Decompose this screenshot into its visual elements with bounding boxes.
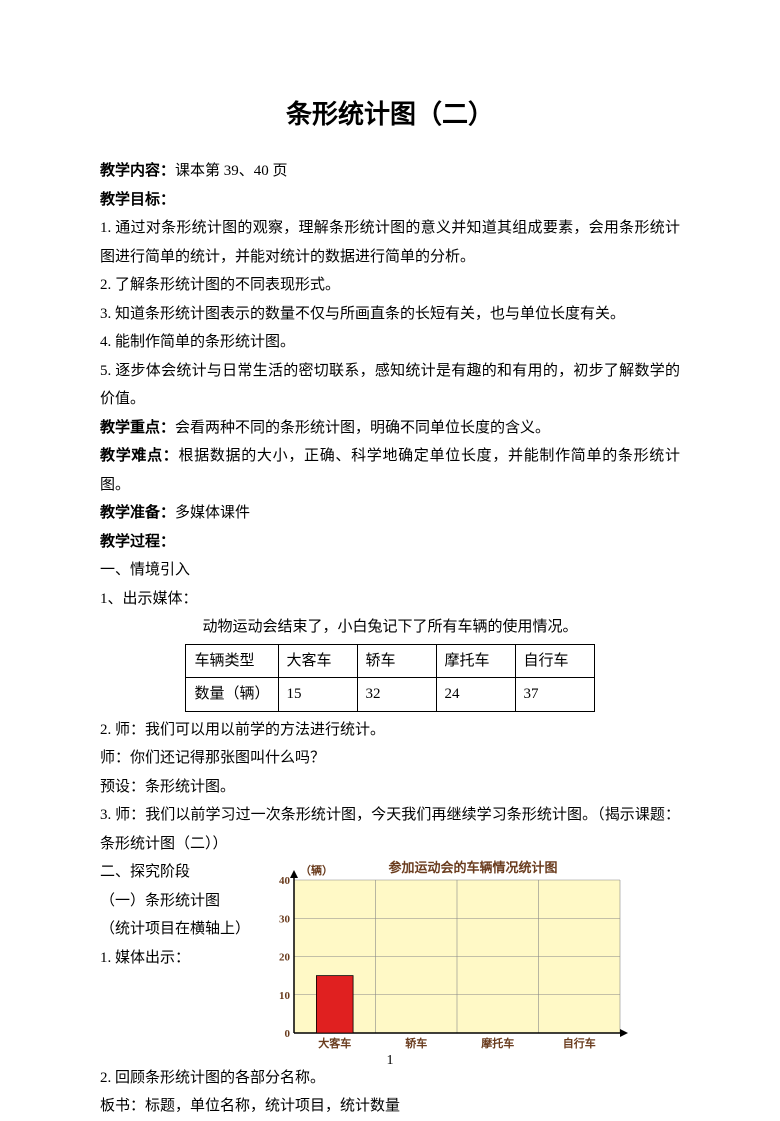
table-row: 车辆类型 大客车 轿车 摩托车 自行车: [186, 644, 594, 678]
step-2-board: 板书：标题，单位名称，统计项目，统计数量: [100, 1092, 680, 1121]
goal-2: 2. 了解条形统计图的不同表现形式。: [100, 271, 680, 300]
table-caption: 动物运动会结束了，小白兔记下了所有车辆的使用情况。: [100, 613, 680, 642]
label-goals: 教学目标：: [100, 186, 680, 215]
svg-text:（辆）: （辆）: [300, 863, 333, 877]
label-prep: 教学准备：: [100, 505, 175, 521]
table-cell: 数量（辆）: [186, 678, 278, 712]
vehicle-table: 车辆类型 大客车 轿车 摩托车 自行车 数量（辆） 15 32 24 37: [185, 644, 594, 712]
svg-text:10: 10: [279, 990, 291, 1002]
goal-5: 5. 逐步体会统计与日常生活的密切联系，感知统计是有趣的和有用的，初步了解数学的…: [100, 357, 680, 414]
label-process: 教学过程：: [100, 528, 680, 557]
table-cell: 24: [436, 678, 515, 712]
goal-3: 3. 知道条形统计图表示的数量不仅与所画直条的长短有关，也与单位长度有关。: [100, 300, 680, 329]
table-cell: 摩托车: [436, 644, 515, 678]
teaching-difficulty: 教学难点：根据数据的大小，正确、科学地确定单位长度，并能制作简单的条形统计图。: [100, 442, 680, 499]
step-1-3: 3. 师：我们以前学习过一次条形统计图，今天我们再继续学习条形统计图。（揭示课题…: [100, 801, 680, 858]
svg-text:40: 40: [279, 875, 291, 887]
table-cell: 15: [278, 678, 357, 712]
step-1-1: 1、出示媒体：: [100, 585, 680, 614]
label-focus: 教学重点：: [100, 420, 175, 436]
section-1: 一、情境引入: [100, 556, 680, 585]
step-1-2: 2. 师：我们可以用以前学的方法进行统计。: [100, 716, 680, 745]
teaching-prep: 教学准备：多媒体课件: [100, 499, 680, 528]
teaching-focus: 教学重点：会看两种不同的条形统计图，明确不同单位长度的含义。: [100, 414, 680, 443]
table-cell: 自行车: [515, 644, 594, 678]
table-cell: 37: [515, 678, 594, 712]
sub-2-1: （一）条形统计图: [100, 887, 250, 916]
page-title: 条形统计图（二）: [100, 90, 680, 139]
goal-4: 4. 能制作简单的条形统计图。: [100, 328, 680, 357]
text-focus: 会看两种不同的条形统计图，明确不同单位长度的含义。: [175, 420, 550, 436]
label-content: 教学内容：: [100, 163, 175, 179]
svg-text:20: 20: [279, 952, 291, 964]
teaching-content: 教学内容：课本第 39、40 页: [100, 157, 680, 186]
step-1-2c: 预设：条形统计图。: [100, 773, 680, 802]
svg-text:30: 30: [279, 914, 291, 926]
label-difficulty: 教学难点：: [100, 448, 178, 464]
table-cell: 轿车: [357, 644, 436, 678]
svg-text:0: 0: [285, 1028, 291, 1040]
chart-svg: 010203040大客车轿车摩托车自行车（辆）参加运动会的车辆情况统计图: [258, 858, 628, 1053]
table-cell: 32: [357, 678, 436, 712]
chart-left-text: 二、探究阶段 （一）条形统计图 （统计项目在横轴上） 1. 媒体出示：: [100, 858, 250, 1044]
table-cell: 大客车: [278, 644, 357, 678]
table-cell: 车辆类型: [186, 644, 278, 678]
page: 条形统计图（二） 教学内容：课本第 39、40 页 教学目标： 1. 通过对条形…: [0, 0, 780, 1103]
text-prep: 多媒体课件: [175, 505, 250, 521]
sub-2-1b: （统计项目在横轴上）: [100, 915, 250, 944]
bar-chart: 010203040大客车轿车摩托车自行车（辆）参加运动会的车辆情况统计图: [258, 858, 628, 1064]
text-difficulty: 根据数据的大小，正确、科学地确定单位长度，并能制作简单的条形统计图。: [100, 448, 680, 493]
svg-text:参加运动会的车辆情况统计图: 参加运动会的车辆情况统计图: [389, 860, 558, 875]
step-2-1: 1. 媒体出示：: [100, 944, 250, 973]
chart-section: 二、探究阶段 （一）条形统计图 （统计项目在横轴上） 1. 媒体出示： 0 10 2…: [100, 858, 680, 1064]
text-content: 课本第 39、40 页: [175, 163, 288, 179]
section-2: 二、探究阶段: [100, 858, 250, 887]
table-row: 数量（辆） 15 32 24 37: [186, 678, 594, 712]
step-1-2b: 师：你们还记得那张图叫什么吗？: [100, 744, 680, 773]
goal-1: 1. 通过对条形统计图的观察，理解条形统计图的意义并知道其组成要素，会用条形统计…: [100, 214, 680, 271]
page-number: 1: [0, 1048, 780, 1075]
